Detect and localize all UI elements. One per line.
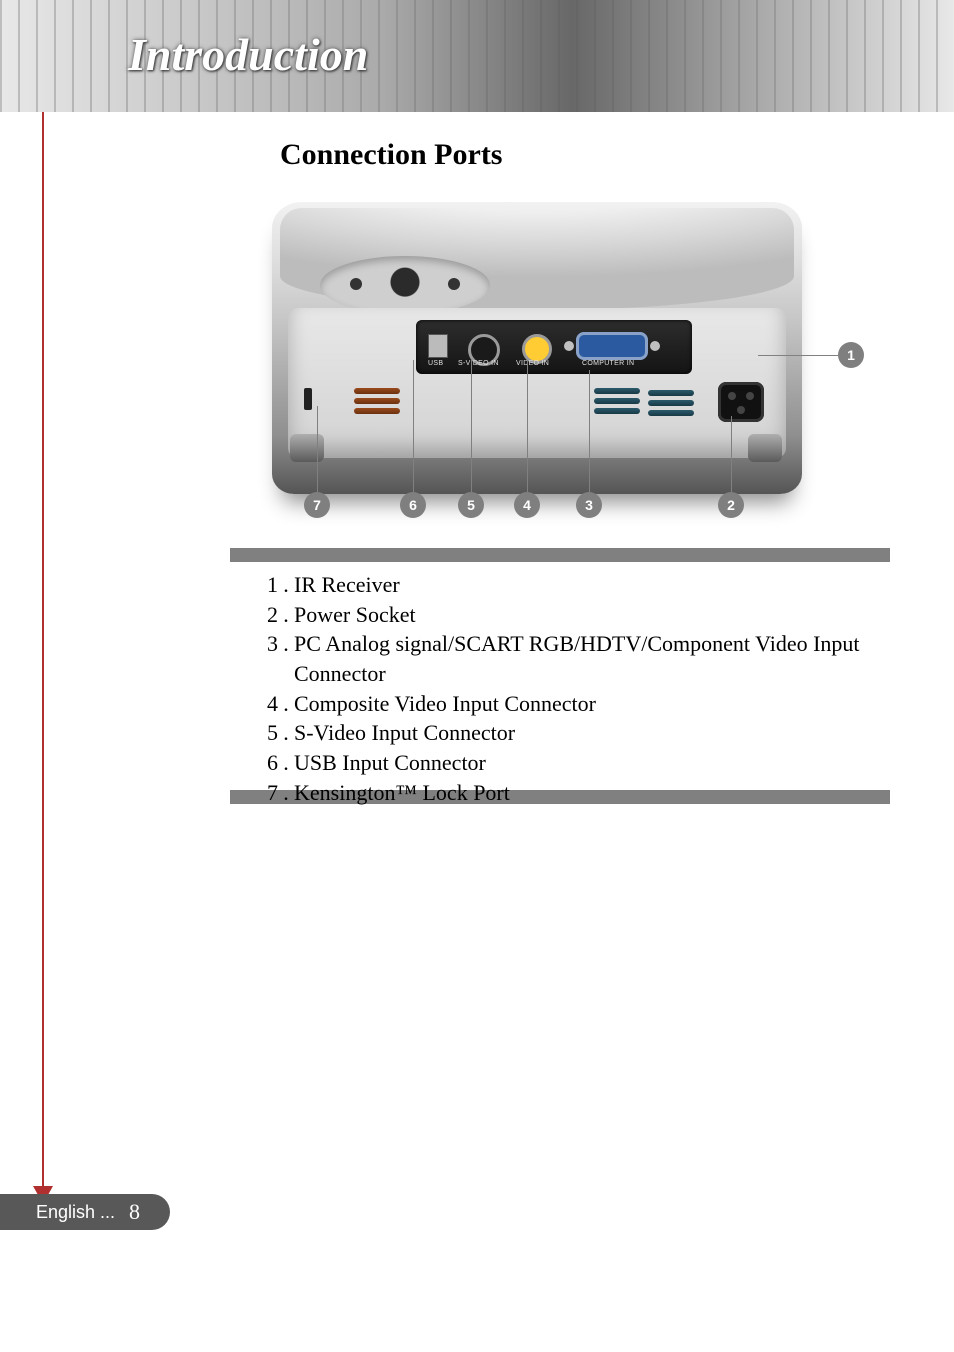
list-item-number: 7: [248, 778, 278, 808]
divider-bar-top: [230, 548, 890, 562]
callout-bubble-1: 1: [838, 342, 864, 368]
banner-title: Introduction: [128, 28, 368, 81]
list-item-text: S-Video Input Connector: [294, 718, 888, 748]
video-port-label: VIDEO IN: [516, 360, 549, 367]
projector-top: [280, 208, 794, 310]
page-banner: Introduction: [0, 0, 954, 112]
callout-bubble-7: 7: [304, 492, 330, 518]
projector-foot-left: [290, 434, 324, 462]
list-item-dot: .: [278, 600, 294, 630]
footer-pill: English ... 8: [0, 1194, 170, 1230]
callout-leader: [413, 360, 414, 492]
list-item-text: Power Socket: [294, 600, 888, 630]
projector-back-panel: USB S-VIDEO IN VIDEO IN COMPUTER IN: [288, 308, 786, 458]
list-item-number: 2: [248, 600, 278, 630]
list-item-text: Composite Video Input Connector: [294, 689, 888, 719]
port-panel: USB S-VIDEO IN VIDEO IN COMPUTER IN: [416, 320, 692, 374]
list-item-dot: .: [278, 689, 294, 719]
list-item-number: 1: [248, 570, 278, 600]
projector-top-controls: [320, 256, 490, 314]
list-item: 6.USB Input Connector: [248, 748, 888, 778]
projector-body: USB S-VIDEO IN VIDEO IN COMPUTER IN: [272, 202, 802, 494]
kensington-slot-icon: [304, 388, 312, 410]
vent-right-icon: [648, 390, 694, 426]
list-item-number: 3: [248, 629, 278, 688]
connection-ports-diagram: USB S-VIDEO IN VIDEO IN COMPUTER IN 1 2 3 4…: [256, 194, 866, 538]
list-item-dot: .: [278, 629, 294, 688]
usb-port-label: USB: [428, 360, 443, 367]
list-item-dot: .: [278, 718, 294, 748]
list-item-text: PC Analog signal/SCART RGB/HDTV/Componen…: [294, 629, 888, 688]
list-item-dot: .: [278, 778, 294, 808]
list-item-text: Kensington™ Lock Port: [294, 778, 888, 808]
callout-leader: [317, 406, 318, 492]
list-item: 4.Composite Video Input Connector: [248, 689, 888, 719]
callout-leader: [589, 370, 590, 492]
list-item-text: USB Input Connector: [294, 748, 888, 778]
connection-ports-list: 1.IR Receiver2.Power Socket3.PC Analog s…: [248, 570, 888, 808]
callout-bubble-4: 4: [514, 492, 540, 518]
callout-leader: [758, 355, 838, 356]
list-item-dot: .: [278, 748, 294, 778]
list-item-number: 6: [248, 748, 278, 778]
margin-rule: [42, 112, 44, 1190]
vent-left-icon: [354, 388, 400, 424]
footer-page-number: 8: [129, 1199, 140, 1225]
callout-leader: [471, 360, 472, 492]
projector-foot-right: [748, 434, 782, 462]
callout-bubble-2: 2: [718, 492, 744, 518]
list-item: 1.IR Receiver: [248, 570, 888, 600]
computer-port-label: COMPUTER IN: [582, 360, 634, 367]
vga-port-icon: [576, 332, 648, 360]
callout-leader: [527, 360, 528, 492]
usb-port-icon: [428, 334, 448, 358]
list-item-number: 5: [248, 718, 278, 748]
power-socket-icon: [718, 382, 764, 422]
section-heading: Connection Ports: [280, 138, 502, 172]
list-item: 3.PC Analog signal/SCART RGB/HDTV/Compon…: [248, 629, 888, 688]
list-item: 5.S-Video Input Connector: [248, 718, 888, 748]
callout-bubble-5: 5: [458, 492, 484, 518]
callout-leader: [731, 416, 732, 492]
list-item-dot: .: [278, 570, 294, 600]
vent-mid-icon: [594, 388, 640, 424]
list-item: 2.Power Socket: [248, 600, 888, 630]
list-item-number: 4: [248, 689, 278, 719]
svideo-port-label: S-VIDEO IN: [458, 360, 499, 367]
list-item-text: IR Receiver: [294, 570, 888, 600]
footer-language: English ...: [36, 1202, 115, 1223]
callout-bubble-6: 6: [400, 492, 426, 518]
callout-bubble-3: 3: [576, 492, 602, 518]
list-item: 7.Kensington™ Lock Port: [248, 778, 888, 808]
